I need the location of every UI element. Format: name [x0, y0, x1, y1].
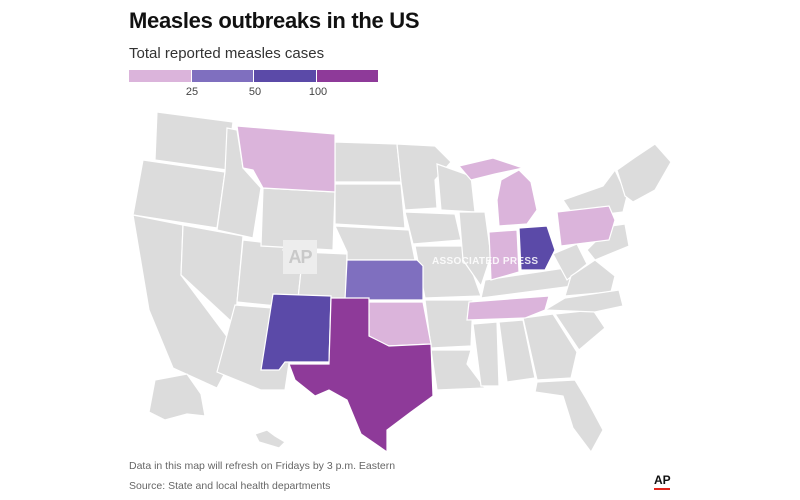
state-new-england: [616, 143, 672, 203]
state-virginia: [564, 259, 616, 297]
state-michigan: [457, 157, 538, 227]
us-state-map: [132, 111, 672, 454]
ap-watermark-text: ASSOCIATED PRESS: [432, 256, 539, 267]
map-title: Measles outbreaks in the US: [129, 8, 420, 33]
state-alaska: [148, 373, 206, 421]
legend-swatch-2: [191, 70, 253, 82]
state-montana: [236, 125, 336, 193]
ap-watermark-logo: AP: [283, 240, 317, 274]
state-north-dakota: [334, 141, 402, 183]
state-nebraska: [334, 225, 416, 261]
ap-logo: AP: [654, 473, 671, 490]
ap-logo-bar: [654, 488, 670, 490]
state-kansas: [344, 259, 424, 301]
map-subtitle: Total reported measles cases: [129, 45, 325, 62]
legend-swatch-3: [254, 70, 316, 82]
state-illinois: [458, 211, 492, 288]
legend-tick-100: 100: [308, 86, 328, 98]
state-minnesota: [396, 143, 452, 211]
state-washington: [154, 111, 234, 171]
legend-tick-50: 50: [248, 86, 262, 98]
state-north-carolina: [542, 289, 624, 313]
legend-swatch-4: [316, 70, 378, 82]
ap-logo-text: AP: [654, 473, 671, 487]
state-west-virginia: [552, 243, 588, 281]
state-new-mexico: [260, 293, 332, 371]
base-states: [132, 111, 672, 454]
state-mississippi: [472, 321, 500, 387]
legend-swatch-1: [129, 70, 191, 82]
state-hawaii: [254, 429, 286, 449]
source-note: Source: State and local health departmen…: [129, 480, 331, 492]
state-alabama: [498, 319, 536, 383]
state-pennsylvania: [556, 205, 616, 247]
state-tennessee: [466, 295, 550, 321]
state-arkansas: [424, 299, 474, 349]
state-georgia: [522, 313, 578, 381]
state-south-dakota: [334, 183, 406, 229]
highlighted-states: [236, 125, 616, 454]
state-indiana: [488, 229, 520, 281]
refresh-note: Data in this map will refresh on Fridays…: [129, 460, 396, 472]
legend-tick-25: 25: [185, 86, 199, 98]
state-iowa: [404, 211, 462, 245]
state-texas: [288, 297, 434, 454]
state-louisiana: [430, 349, 487, 391]
state-new-jersey-maryland: [586, 223, 630, 261]
state-ohio: [518, 225, 556, 271]
state-florida: [534, 379, 604, 454]
color-legend: 25 50 100: [129, 70, 379, 102]
